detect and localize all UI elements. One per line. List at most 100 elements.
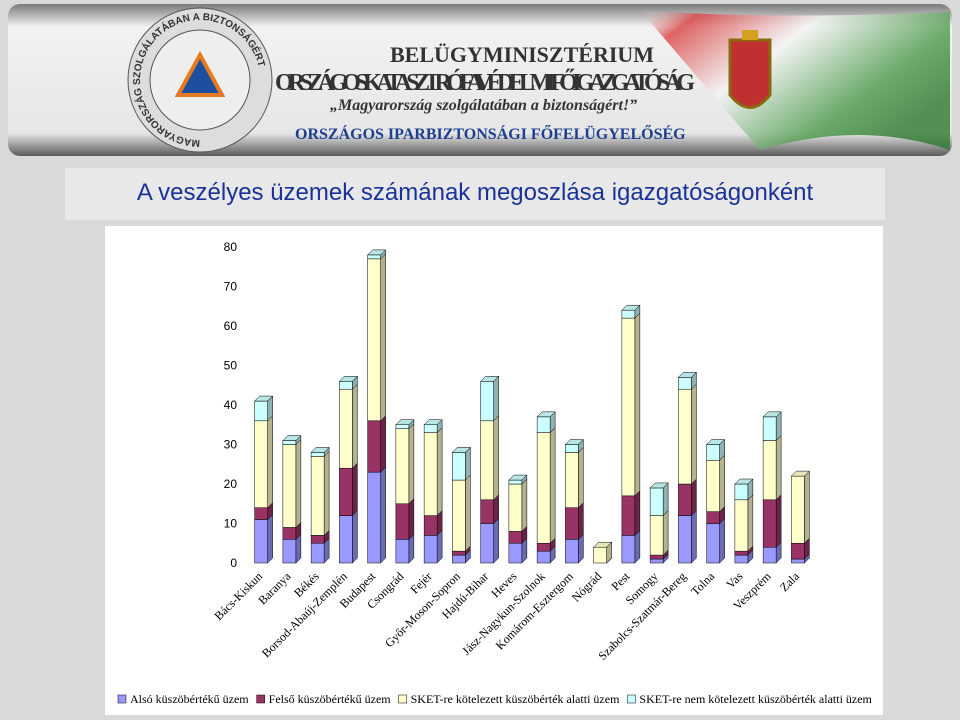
bar-segment bbox=[649, 487, 664, 516]
bar-segment bbox=[310, 452, 325, 457]
bar-segment bbox=[734, 483, 749, 501]
bar-segment bbox=[565, 539, 579, 564]
bar-segment bbox=[621, 309, 636, 319]
bar-segment bbox=[762, 416, 777, 441]
bar-segment bbox=[678, 377, 692, 390]
legend-label: SKET-re nem kötelezett küszöbérték alatt… bbox=[639, 692, 872, 706]
bar-segment bbox=[565, 444, 579, 453]
bar-side bbox=[775, 494, 782, 548]
legend-swatch bbox=[256, 694, 265, 704]
bar-segment bbox=[367, 254, 381, 260]
bar-segment bbox=[734, 550, 749, 556]
bar-side bbox=[493, 517, 499, 564]
bar-segment bbox=[593, 546, 607, 564]
motto: „Magyarország szolgálatában a biztonságé… bbox=[330, 97, 637, 114]
bar-segment bbox=[452, 550, 466, 556]
legend-swatch bbox=[627, 694, 636, 704]
inspectorate: ORSZÁGOS IPARBIZTONSÁGI FŐFELÜGYELŐSÉG bbox=[295, 124, 686, 143]
bar-segment bbox=[395, 503, 410, 540]
bar-side bbox=[493, 375, 499, 422]
bar-segment bbox=[762, 499, 777, 548]
bar-segment bbox=[565, 452, 579, 508]
legend-swatch bbox=[398, 694, 407, 704]
bar-segment bbox=[310, 535, 325, 544]
bar-side bbox=[719, 517, 725, 564]
bar-segment bbox=[536, 543, 551, 552]
bar-segment bbox=[706, 511, 720, 524]
bar-segment bbox=[621, 535, 636, 564]
bar-segment bbox=[508, 479, 523, 485]
bar-side bbox=[436, 529, 443, 564]
bar-side bbox=[691, 383, 697, 485]
bar-top bbox=[395, 419, 415, 425]
bar-top bbox=[254, 395, 274, 402]
chart-title: A veszélyes üzemek számának megoszlása i… bbox=[137, 179, 814, 206]
bar-segment bbox=[452, 452, 466, 481]
bar-segment bbox=[339, 515, 353, 564]
bar-side bbox=[408, 498, 415, 540]
bar-segment bbox=[734, 499, 749, 552]
bar-segment bbox=[762, 546, 777, 564]
bar-segment bbox=[791, 475, 805, 544]
bar-top bbox=[677, 372, 697, 378]
bar-side bbox=[747, 494, 754, 552]
y-tick-label: 50 bbox=[224, 359, 238, 373]
bar-segment bbox=[480, 381, 494, 422]
bar-segment bbox=[480, 499, 494, 524]
bar-side bbox=[352, 383, 358, 469]
bar-side bbox=[380, 253, 386, 422]
bar-segment bbox=[649, 558, 664, 564]
bar-segment bbox=[282, 444, 297, 528]
bar-top bbox=[367, 249, 387, 256]
bar-side bbox=[380, 415, 386, 473]
bar-side bbox=[267, 415, 273, 509]
bar-side bbox=[719, 454, 725, 513]
bar-side bbox=[578, 446, 584, 509]
crown bbox=[742, 30, 758, 40]
bar-segment bbox=[282, 539, 297, 564]
bar-segment bbox=[254, 400, 268, 422]
bar-segment bbox=[423, 535, 438, 564]
bar-top bbox=[593, 541, 613, 548]
ministry: BELÜGYMINISZTÉRIUM bbox=[390, 42, 654, 67]
y-tick-label: 80 bbox=[224, 240, 238, 254]
bar-segment bbox=[480, 420, 494, 501]
bar-segment bbox=[508, 531, 523, 544]
bar-top bbox=[480, 376, 500, 382]
bar-segment bbox=[480, 523, 494, 564]
bar-segment bbox=[423, 424, 438, 433]
bar-side bbox=[493, 415, 499, 501]
y-tick-label: 0 bbox=[230, 556, 237, 570]
bar-segment bbox=[395, 428, 410, 505]
bar-side bbox=[804, 470, 810, 544]
bar-segment bbox=[706, 523, 720, 564]
bar-side bbox=[408, 423, 415, 505]
bar-segment bbox=[339, 388, 353, 469]
bar-top bbox=[451, 447, 471, 453]
bar-top bbox=[649, 482, 669, 489]
legend-label: Alsó küszöbértékű üzem bbox=[130, 692, 249, 706]
bar-segment bbox=[254, 507, 268, 520]
title-box bbox=[65, 168, 885, 220]
bar-side bbox=[267, 513, 273, 564]
bar-segment bbox=[706, 460, 720, 512]
emblem-triangle bbox=[174, 50, 226, 97]
bar-segment bbox=[254, 519, 268, 564]
bar-segment bbox=[254, 420, 268, 508]
bar-segment bbox=[762, 440, 777, 501]
bar-top bbox=[790, 470, 810, 477]
legend-label: Felső küszöbértékű üzem bbox=[269, 692, 392, 706]
bar-segment bbox=[536, 432, 551, 544]
bar-side bbox=[465, 474, 471, 552]
y-tick-label: 70 bbox=[224, 280, 238, 294]
bar-segment bbox=[339, 381, 353, 390]
bar-side bbox=[578, 502, 584, 540]
bar-side bbox=[662, 509, 669, 556]
y-tick-label: 20 bbox=[224, 477, 238, 491]
plot: 01020304050607080Bács-KiskunBaranyaBékés… bbox=[117, 240, 873, 706]
bar-segment bbox=[734, 554, 749, 564]
bar-side bbox=[465, 446, 471, 481]
flag bbox=[640, 10, 950, 150]
y-tick-label: 60 bbox=[224, 319, 238, 333]
